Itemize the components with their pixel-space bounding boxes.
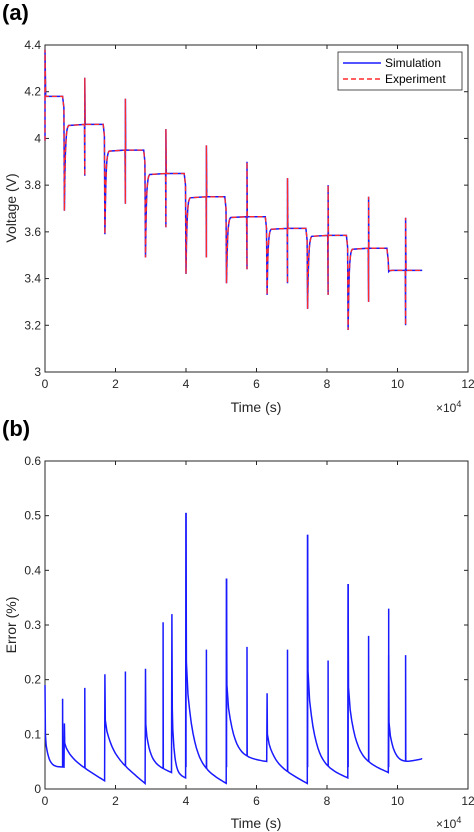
- panel-b-label: (b): [2, 416, 30, 441]
- y-axis-ticks-a: 3 3.2 3.4 3.6 3.8 4 4.2 4.4: [24, 38, 468, 379]
- y-tick-label: 3.6: [24, 225, 41, 239]
- panel-b-error: (b) 0 2 4 6 8 10 12 0 0.1 0.2 0.3 0.4 0.5 0.6 Time (…: [2, 416, 474, 831]
- x-tick-label: 12: [461, 794, 474, 808]
- x-tick-label: 2: [112, 377, 119, 391]
- y-tick-label: 0.5: [24, 509, 41, 523]
- y-tick-label: 4.4: [24, 38, 41, 52]
- x-tick-label: 2: [112, 794, 119, 808]
- x-exponent-b: ×104: [436, 815, 461, 831]
- x-axis-label-b: Time (s): [231, 815, 282, 831]
- y-tick-label: 0.1: [24, 727, 41, 741]
- series-line-experiment: [44, 49, 423, 331]
- x-axis-ticks-a: 0 2 4 6 8 10 12: [42, 45, 474, 391]
- y-axis-label-a: Voltage (V): [3, 173, 19, 242]
- y-tick-label: 3.4: [24, 272, 41, 286]
- x-tick-label: 10: [391, 377, 405, 391]
- series-line-error: [44, 512, 423, 786]
- x-exponent-base-a: ×10: [436, 401, 457, 415]
- x-tick-label: 12: [461, 377, 474, 391]
- plot-area-b: [44, 460, 469, 790]
- y-tick-label: 4.2: [24, 85, 41, 99]
- x-axis-label-a: Time (s): [231, 399, 282, 415]
- y-axis-label-b: Error (%): [3, 597, 19, 654]
- y-tick-label: 3.8: [24, 178, 41, 192]
- y-axis-ticks-b: 0 0.1 0.2 0.3 0.4 0.5 0.6: [24, 454, 468, 796]
- y-tick-label: 4: [34, 131, 41, 145]
- x-tick-label: 0: [42, 377, 49, 391]
- legend-label-simulation: Simulation: [385, 56, 441, 70]
- x-tick-label: 6: [253, 794, 260, 808]
- x-tick-label: 4: [183, 794, 190, 808]
- x-exponent-power-a: 4: [456, 399, 461, 409]
- x-tick-label: 4: [183, 377, 190, 391]
- x-exponent-power-b: 4: [456, 815, 461, 825]
- legend-a: Simulation Experiment: [337, 51, 463, 91]
- y-tick-label: 0.2: [24, 673, 41, 687]
- y-tick-label: 0.6: [24, 454, 41, 468]
- y-tick-label: 0: [34, 782, 41, 796]
- plot-area-a: [44, 44, 469, 373]
- x-tick-label: 6: [253, 377, 260, 391]
- series-lines-b: [44, 512, 423, 786]
- panel-a-label: (a): [2, 0, 29, 25]
- legend-label-experiment: Experiment: [385, 72, 446, 86]
- x-tick-label: 10: [391, 794, 405, 808]
- panel-a-voltage: (a) 0 2 4 6 8 10 12 3 3.2 3.4 3.6 3.8 4 4.2 4.4 Time …: [2, 0, 474, 415]
- legend-box-a: [337, 51, 463, 91]
- series-lines-a: [44, 49, 423, 331]
- x-exponent-base-b: ×10: [436, 817, 457, 831]
- x-tick-label: 0: [42, 794, 49, 808]
- x-tick-label: 8: [324, 377, 331, 391]
- y-tick-label: 0.4: [24, 563, 41, 577]
- y-tick-label: 3: [34, 365, 41, 379]
- x-exponent-a: ×104: [436, 399, 461, 415]
- x-axis-ticks-b: 0 2 4 6 8 10 12: [42, 461, 474, 808]
- y-tick-label: 0.3: [24, 618, 41, 632]
- x-tick-label: 8: [324, 794, 331, 808]
- y-tick-label: 3.2: [24, 318, 41, 332]
